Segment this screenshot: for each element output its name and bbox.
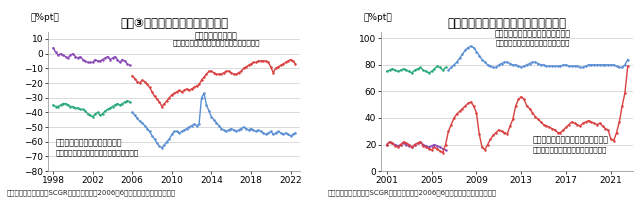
Text: （%pt）: （%pt）	[363, 13, 392, 22]
Text: 「どちらかと言えば、困ったことだ」: 「どちらかと言えば、困ったことだ」	[495, 40, 570, 46]
Title: 図表③　家計の経済・雇用の見方: 図表③ 家計の経済・雇用の見方	[120, 17, 228, 31]
Text: （「より高い成長」－「より低い成長」）: （「より高い成長」－「より低い成長」）	[55, 150, 138, 157]
Text: 日本経済の成長力に対する見方: 日本経済の成長力に対する見方	[55, 139, 122, 148]
Text: 雇用・処遇への不安: 雇用・処遇への不安	[195, 31, 238, 40]
Text: 「どちらかと言えば、困ったことだ」: 「どちらかと言えば、困ったことだ」	[532, 146, 607, 153]
Text: （出所：日本銀行よりSCGR作成）　（注）2006年6月に調査方法が変更された: （出所：日本銀行よりSCGR作成） （注）2006年6月に調査方法が変更された	[328, 190, 497, 196]
Text: 物価が下落したと回答した人のうち: 物価が下落したと回答した人のうち	[532, 136, 608, 145]
Text: 物価が上昇したと回答した人のうち: 物価が上昇したと回答した人のうち	[494, 29, 570, 38]
Text: （%pt）: （%pt）	[31, 13, 59, 22]
Text: （出所：日本銀行よりSCGR作成）　（注）2006年6月に調査方法が変更された: （出所：日本銀行よりSCGR作成） （注）2006年6月に調査方法が変更された	[6, 190, 176, 196]
Text: （「あまり感じない」－「かなり感じる」）: （「あまり感じない」－「かなり感じる」）	[172, 40, 260, 46]
Title: 図表⑬　家計の物価上昇の受け止め方: 図表⑬ 家計の物価上昇の受け止め方	[448, 17, 566, 31]
